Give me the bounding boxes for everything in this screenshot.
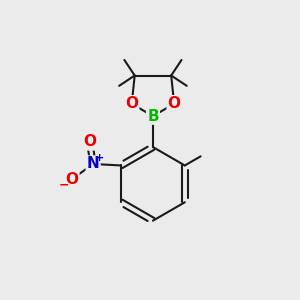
Text: N: N — [87, 157, 100, 172]
Text: O: O — [125, 96, 138, 111]
Text: O: O — [83, 134, 96, 149]
Text: +: + — [95, 152, 104, 163]
Text: O: O — [65, 172, 78, 187]
Text: O: O — [168, 96, 181, 111]
Text: −: − — [59, 179, 70, 192]
Text: B: B — [147, 109, 159, 124]
